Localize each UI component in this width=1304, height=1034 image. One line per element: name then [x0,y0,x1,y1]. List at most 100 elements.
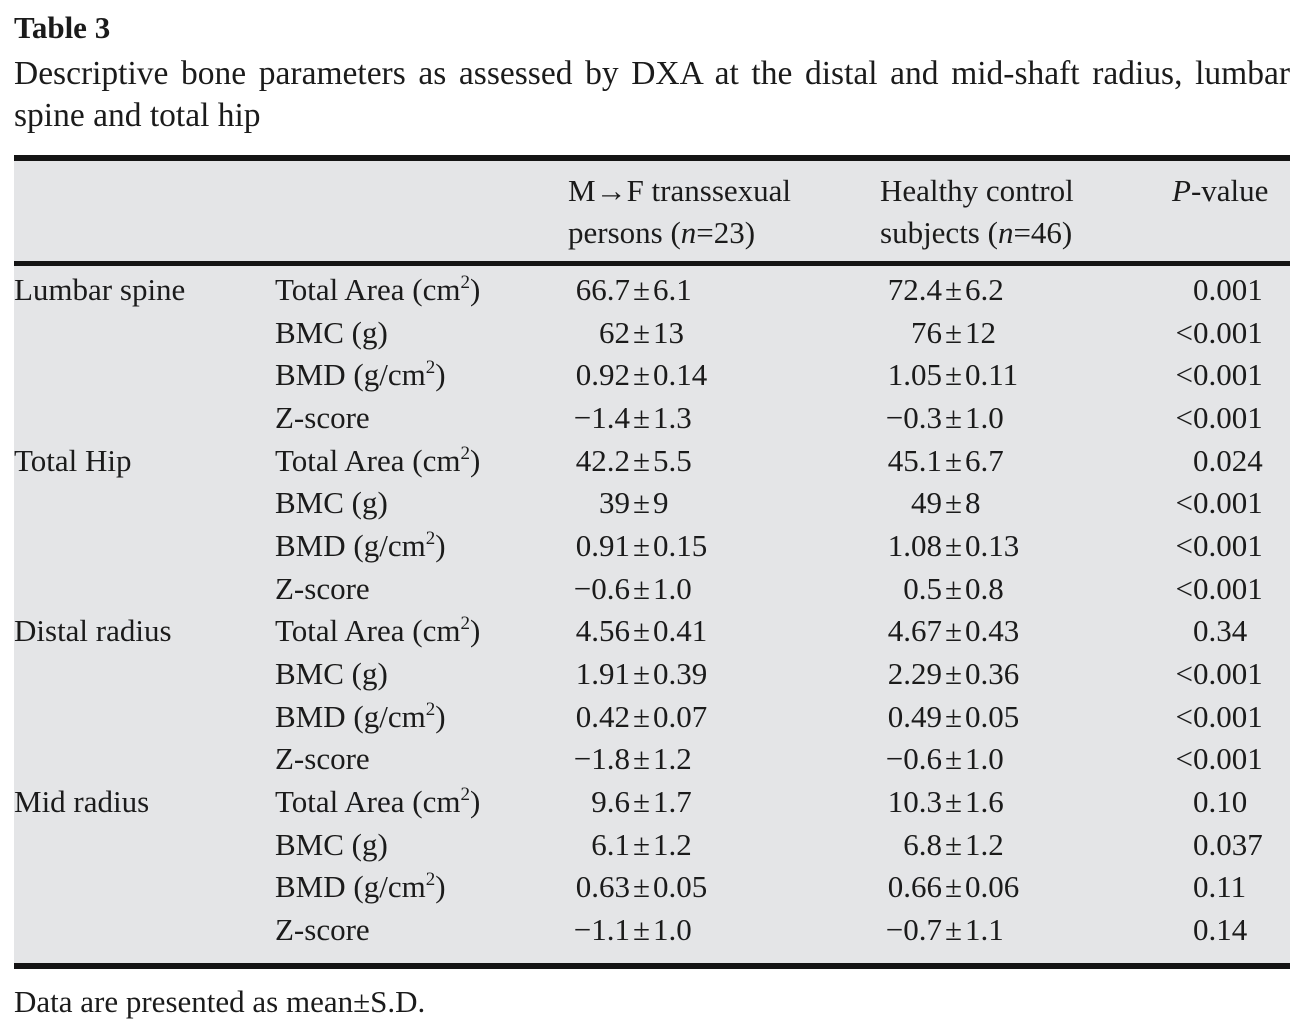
mean-value: 39 [599,485,630,521]
parameter-cell: Z-score [275,909,568,966]
plus-minus-sign: ± [945,826,963,862]
less-than-sign: < [1175,655,1193,691]
p-value: 0.001 [1193,272,1263,307]
sd-value: 0.43 [965,613,1020,649]
control-value-cell: −0.6±1.0 [880,738,1168,781]
superscript: 2 [460,442,470,464]
plus-minus-sign: ± [633,570,651,606]
parameter-label: BMD (g/cm [275,357,426,393]
region-cell [14,482,275,525]
sd-value: 1.0 [653,911,692,947]
plus-minus-sign: ± [945,357,963,393]
region-cell [14,866,275,909]
region-cell [14,696,275,739]
control-value-cell: 0.5±0.8 [880,568,1168,611]
transsexual-value-cell: 62±13 [568,312,880,355]
control-value-cell: 1.05±0.11 [880,354,1168,397]
parameter-cell: Z-score [275,738,568,781]
mean-value: 1.05 [887,357,942,393]
parameter-label: Z-score [275,570,370,606]
parameter-cell: BMC (g) [275,312,568,355]
header-text: =23) [696,215,756,250]
mean-value: 4.56 [575,613,630,649]
pvalue-cell: <0.001 [1168,482,1290,525]
table-row: BMC (g) 39±9 49±8 <0.001 [14,482,1290,525]
table-row: BMD (g/cm2) 0.42±0.07 0.49±0.05 <0.001 [14,696,1290,739]
sd-value: 1.2 [653,826,692,862]
mean-value: −0.7 [885,911,942,947]
transsexual-value-cell: 42.2±5.5 [568,440,880,483]
pvalue-cell: <0.001 [1168,568,1290,611]
table-row: BMC (g) 6.1±1.2 6.8±1.2 0.037 [14,824,1290,867]
region-cell: Distal radius [14,613,172,649]
parameter-label-end: ) [435,357,446,393]
pvalue-cell: <0.001 [1168,696,1290,739]
mean-value: 76 [911,314,942,350]
table-row: Total Hip Total Area (cm2) 42.2±5.5 45.1… [14,440,1290,483]
plus-minus-sign: ± [945,442,963,478]
mean-value: −0.6 [885,741,942,777]
plus-minus-sign: ± [633,485,651,521]
sd-value: 1.2 [653,741,692,777]
region-cell [14,568,275,611]
pvalue-cell: 0.14 [1168,909,1290,966]
mean-value: −0.6 [573,570,630,606]
mean-value: 10.3 [887,783,942,819]
parameter-cell: Total Area (cm2) [275,264,568,312]
sd-value: 0.39 [653,655,708,691]
pvalue-cell: <0.001 [1168,525,1290,568]
pvalue-cell: 0.10 [1168,781,1290,824]
parameter-label: BMC (g) [275,655,388,691]
parameter-label-end: ) [469,442,481,478]
parameter-label-end: ) [435,698,446,734]
transsexual-value-cell: 4.56±0.41 [568,610,880,653]
sd-value: 6.1 [653,272,692,307]
parameter-label: Total Area (cm [275,442,461,478]
region-column-header [14,158,275,266]
region-cell [14,653,275,696]
plus-minus-sign: ± [945,698,963,734]
table-row: Z-score −0.6±1.0 0.5±0.8 <0.001 [14,568,1290,611]
sd-value: 12 [965,314,997,350]
mean-value: −1.4 [573,399,630,435]
transsexual-value-cell: −0.6±1.0 [568,568,880,611]
parameter-label: Z-score [275,741,370,777]
mean-value: 0.91 [575,527,630,563]
table-footnote: Data are presented as mean±S.D. [14,983,426,1019]
table-caption: Descriptive bone parameters as assessed … [14,55,1290,134]
parameter-label: BMC (g) [275,314,388,350]
sd-value: 0.41 [653,613,708,649]
sd-value: 0.14 [653,357,708,393]
plus-minus-sign: ± [633,869,651,905]
plus-minus-sign: ± [633,613,651,649]
p-value: 0.024 [1193,442,1263,478]
mean-value: 0.42 [575,698,630,734]
less-than-sign: < [1175,741,1193,777]
superscript: 2 [425,357,436,379]
transsexual-value-cell: −1.8±1.2 [568,738,880,781]
parameter-label-end: ) [435,869,446,905]
parameter-cell: Total Area (cm2) [275,440,568,483]
table-row: BMC (g) 1.91±0.39 2.29±0.36 <0.001 [14,653,1290,696]
control-value-cell: 0.66±0.06 [880,866,1168,909]
region-cell [14,909,275,966]
control-value-cell: −0.7±1.1 [880,909,1168,966]
control-value-cell: 72.4±6.2 [880,264,1168,312]
plus-minus-sign: ± [945,485,963,521]
transsexual-value-cell: 1.91±0.39 [568,653,880,696]
plus-minus-sign: ± [945,613,963,649]
table-row: Mid radius Total Area (cm2) 9.6±1.7 10.3… [14,781,1290,824]
bone-parameters-table: M→F transsexual persons (n=23) Healthy c… [14,155,1290,969]
transsexual-value-cell: −1.1±1.0 [568,909,880,966]
parameter-label: Total Area (cm [275,783,461,819]
header-text: subjects ( [880,215,998,250]
p-value: 0.001 [1193,570,1263,606]
table-row: Z-score −1.8±1.2 −0.6±1.0 <0.001 [14,738,1290,781]
transsexual-value-cell: 9.6±1.7 [568,781,880,824]
plus-minus-sign: ± [633,826,651,862]
parameter-label: BMD (g/cm [275,869,426,905]
less-than-sign: < [1175,698,1193,734]
control-value-cell: 2.29±0.36 [880,653,1168,696]
parameter-cell: BMD (g/cm2) [275,525,568,568]
parameter-label: BMC (g) [275,826,388,862]
